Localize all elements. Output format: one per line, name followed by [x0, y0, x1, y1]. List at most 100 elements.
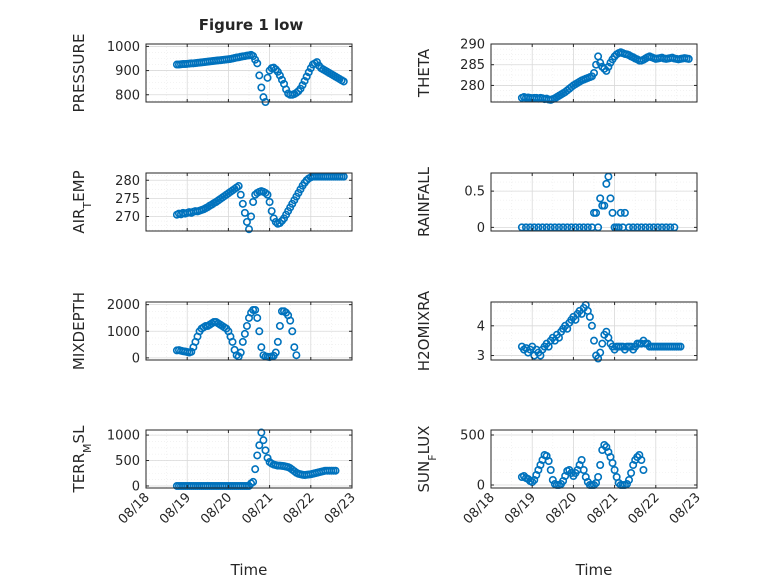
y-axis-label: RAINFALL	[415, 166, 433, 237]
x-tick-label: 08/20	[198, 490, 235, 527]
data-point	[247, 212, 256, 221]
y-tick-label: 4	[477, 319, 485, 334]
data-point	[187, 347, 196, 356]
data-point	[596, 58, 605, 67]
axes-frame	[145, 43, 353, 103]
y-tick-label: 3	[477, 349, 485, 364]
data-point	[606, 194, 615, 203]
data-point	[602, 66, 611, 75]
plot-area	[146, 173, 352, 231]
data-point	[259, 436, 268, 445]
y-tick-label: 0	[477, 221, 485, 236]
data-point	[261, 188, 270, 197]
data-point	[288, 327, 297, 336]
data-point	[589, 69, 598, 78]
data-point	[616, 208, 625, 217]
series-h2omixra	[517, 300, 685, 363]
data-point	[608, 458, 617, 467]
data-point	[639, 465, 648, 474]
axes-frame	[490, 43, 698, 103]
data-point	[610, 465, 619, 474]
x-tick-label: 08/23	[322, 490, 359, 527]
data-point	[627, 468, 636, 477]
data-point	[298, 81, 307, 90]
data-point	[548, 475, 557, 484]
data-point	[236, 190, 245, 199]
y-tick-label: 0.5	[464, 185, 485, 200]
data-point	[273, 337, 282, 346]
y-tick-label: 1000	[107, 429, 140, 444]
data-point	[604, 62, 613, 71]
data-point	[608, 208, 617, 217]
y-axis-label: MIXDEPTH	[70, 292, 88, 370]
axes-frame	[490, 172, 698, 232]
data-point	[598, 339, 607, 348]
y-axis-label: SUNFLUX	[415, 426, 439, 493]
data-point	[282, 85, 291, 94]
y-tick-label: 290	[460, 38, 485, 53]
data-point	[249, 198, 258, 207]
data-point	[255, 71, 264, 80]
data-point	[676, 342, 685, 351]
data-point	[622, 479, 631, 488]
data-point	[263, 73, 272, 82]
data-point	[302, 72, 311, 81]
subplot-sun_flux: 0 500 08/18 08/19 08/20 08/21 08/22 08/23 SUNFLU…	[415, 426, 704, 579]
data-point	[587, 321, 596, 330]
x-tick-label: 08/21	[239, 490, 276, 527]
data-point	[544, 456, 553, 465]
data-point	[292, 351, 301, 360]
data-point	[684, 54, 693, 63]
data-point	[589, 336, 598, 345]
data-point	[596, 194, 605, 203]
x-tick-label: 08/20	[543, 490, 580, 527]
data-point	[240, 329, 249, 338]
data-point	[579, 465, 588, 474]
data-point	[546, 465, 555, 474]
axes-frame	[145, 429, 353, 489]
data-point	[255, 327, 264, 336]
data-point	[228, 337, 237, 346]
y-tick-label: 275	[115, 192, 140, 207]
data-point	[257, 343, 266, 352]
figure-title: Figure 1 low	[199, 16, 304, 34]
axes-frame	[145, 172, 353, 232]
y-tick-label: 800	[115, 88, 140, 103]
y-axis-label: PRESSURE	[70, 34, 88, 113]
data-point	[271, 348, 280, 357]
data-point	[240, 208, 249, 217]
data-point	[275, 71, 284, 80]
series-mixdepth	[172, 305, 301, 362]
data-point	[331, 466, 340, 475]
data-point	[290, 343, 299, 352]
y-tick-label: 0	[477, 479, 485, 494]
y-tick-label: 0	[132, 479, 140, 494]
data-point	[265, 198, 274, 207]
data-point	[253, 59, 262, 68]
plot-area	[146, 430, 352, 488]
y-axis-label: AIRTEMP	[70, 170, 94, 233]
x-tick-label: 08/21	[584, 490, 621, 527]
data-point	[253, 451, 262, 460]
data-point	[257, 83, 266, 92]
data-point	[234, 182, 243, 191]
axes-frame	[490, 429, 698, 489]
x-tick-label: 08/22	[626, 490, 663, 527]
y-tick-label: 280	[460, 79, 485, 94]
data-point	[585, 312, 594, 321]
y-tick-label: 270	[115, 210, 140, 225]
data-point	[602, 179, 611, 188]
data-point	[263, 453, 272, 462]
x-axis-label: Time	[575, 561, 613, 579]
data-point	[263, 190, 272, 199]
data-point	[600, 440, 609, 449]
data-point	[238, 199, 247, 208]
subplot-h2omixra: 3 4 H2OMIXRA	[415, 290, 698, 371]
data-point	[253, 313, 262, 322]
y-axis-label: H2OMIXRA	[415, 290, 433, 371]
y-tick-label: 900	[115, 64, 140, 79]
y-tick-label: 285	[460, 58, 485, 73]
data-point	[286, 316, 295, 325]
